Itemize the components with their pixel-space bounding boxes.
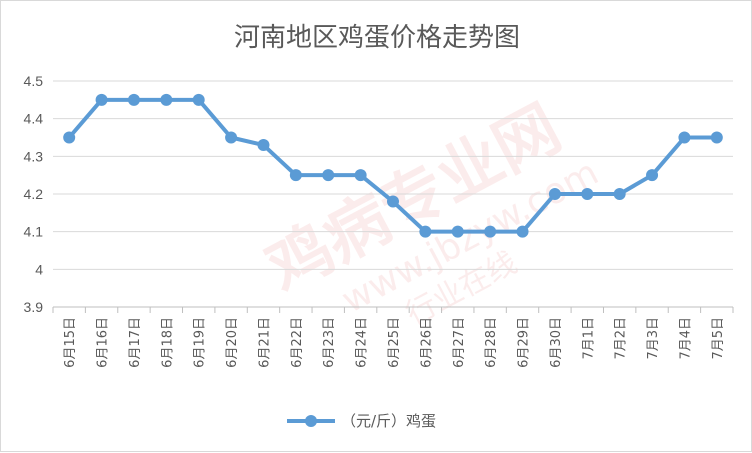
data-point xyxy=(613,188,626,200)
y-tick-label: 4.3 xyxy=(24,148,44,164)
y-tick-label: 4.2 xyxy=(24,186,44,202)
x-tick-label: 6月28日 xyxy=(484,317,499,368)
x-tick-label: 6月27日 xyxy=(452,317,467,368)
data-point xyxy=(160,93,173,106)
data-point xyxy=(419,225,432,238)
x-tick-label: 7月4日 xyxy=(678,317,693,360)
data-point xyxy=(354,169,367,182)
data-point xyxy=(516,225,529,238)
legend: （元/斤）鸡蛋 xyxy=(287,412,436,430)
x-tick-label: 7月2日 xyxy=(614,317,629,360)
data-point xyxy=(289,169,302,182)
data-point xyxy=(646,169,659,182)
data-point xyxy=(451,225,464,238)
data-point xyxy=(387,195,399,208)
x-tick-label: 7月5日 xyxy=(711,317,726,360)
x-tick-label: 6月22日 xyxy=(290,317,305,368)
x-tick-label: 6月19日 xyxy=(193,317,208,368)
legend-marker xyxy=(305,415,317,427)
data-point xyxy=(192,93,205,106)
legend-label: （元/斤）鸡蛋 xyxy=(341,412,436,430)
x-tick-label: 6月30日 xyxy=(549,317,564,368)
data-point xyxy=(95,93,108,106)
x-axis-ticks: 6月15日 6月16日 6月17日 6月18日 6月19日 6月20日 6月21日 6月22日… xyxy=(52,307,734,368)
x-tick-label: 6月16日 xyxy=(96,317,111,368)
y-tick-label: 4.1 xyxy=(24,224,44,240)
data-point xyxy=(484,225,497,238)
data-point xyxy=(548,188,561,200)
x-tick-label: 6月15日 xyxy=(63,317,78,368)
x-tick-label: 6月23日 xyxy=(322,317,337,368)
data-point xyxy=(581,188,594,200)
x-tick-label: 6月17日 xyxy=(128,317,143,368)
x-tick-label: 7月1日 xyxy=(581,317,596,360)
x-tick-label: 6月26日 xyxy=(419,317,434,368)
x-tick-label: 6月25日 xyxy=(387,317,402,368)
y-axis-ticks: 3.9 4 4.1 4.2 4.3 4.4 4.5 xyxy=(24,73,44,315)
data-point xyxy=(322,169,335,182)
x-tick-label: 6月18日 xyxy=(160,317,175,368)
x-tick-label: 6月24日 xyxy=(355,317,370,368)
data-point xyxy=(710,131,723,144)
x-tick-label: 6月20日 xyxy=(225,317,240,368)
x-tick-label: 6月21日 xyxy=(257,317,272,368)
series-layer xyxy=(63,93,723,238)
chart-title: 河南地区鸡蛋价格走势图 xyxy=(234,23,520,53)
data-point xyxy=(63,131,76,144)
x-tick-label: 6月29日 xyxy=(517,317,532,368)
x-tick-label: 7月3日 xyxy=(646,317,661,360)
data-point xyxy=(127,93,140,106)
y-tick-label: 4 xyxy=(35,261,43,277)
data-point xyxy=(257,139,270,152)
y-tick-label: 3.9 xyxy=(24,299,44,315)
data-point xyxy=(678,131,691,144)
y-tick-label: 4.4 xyxy=(24,111,44,127)
data-point xyxy=(225,131,238,144)
y-tick-label: 4.5 xyxy=(24,73,44,89)
